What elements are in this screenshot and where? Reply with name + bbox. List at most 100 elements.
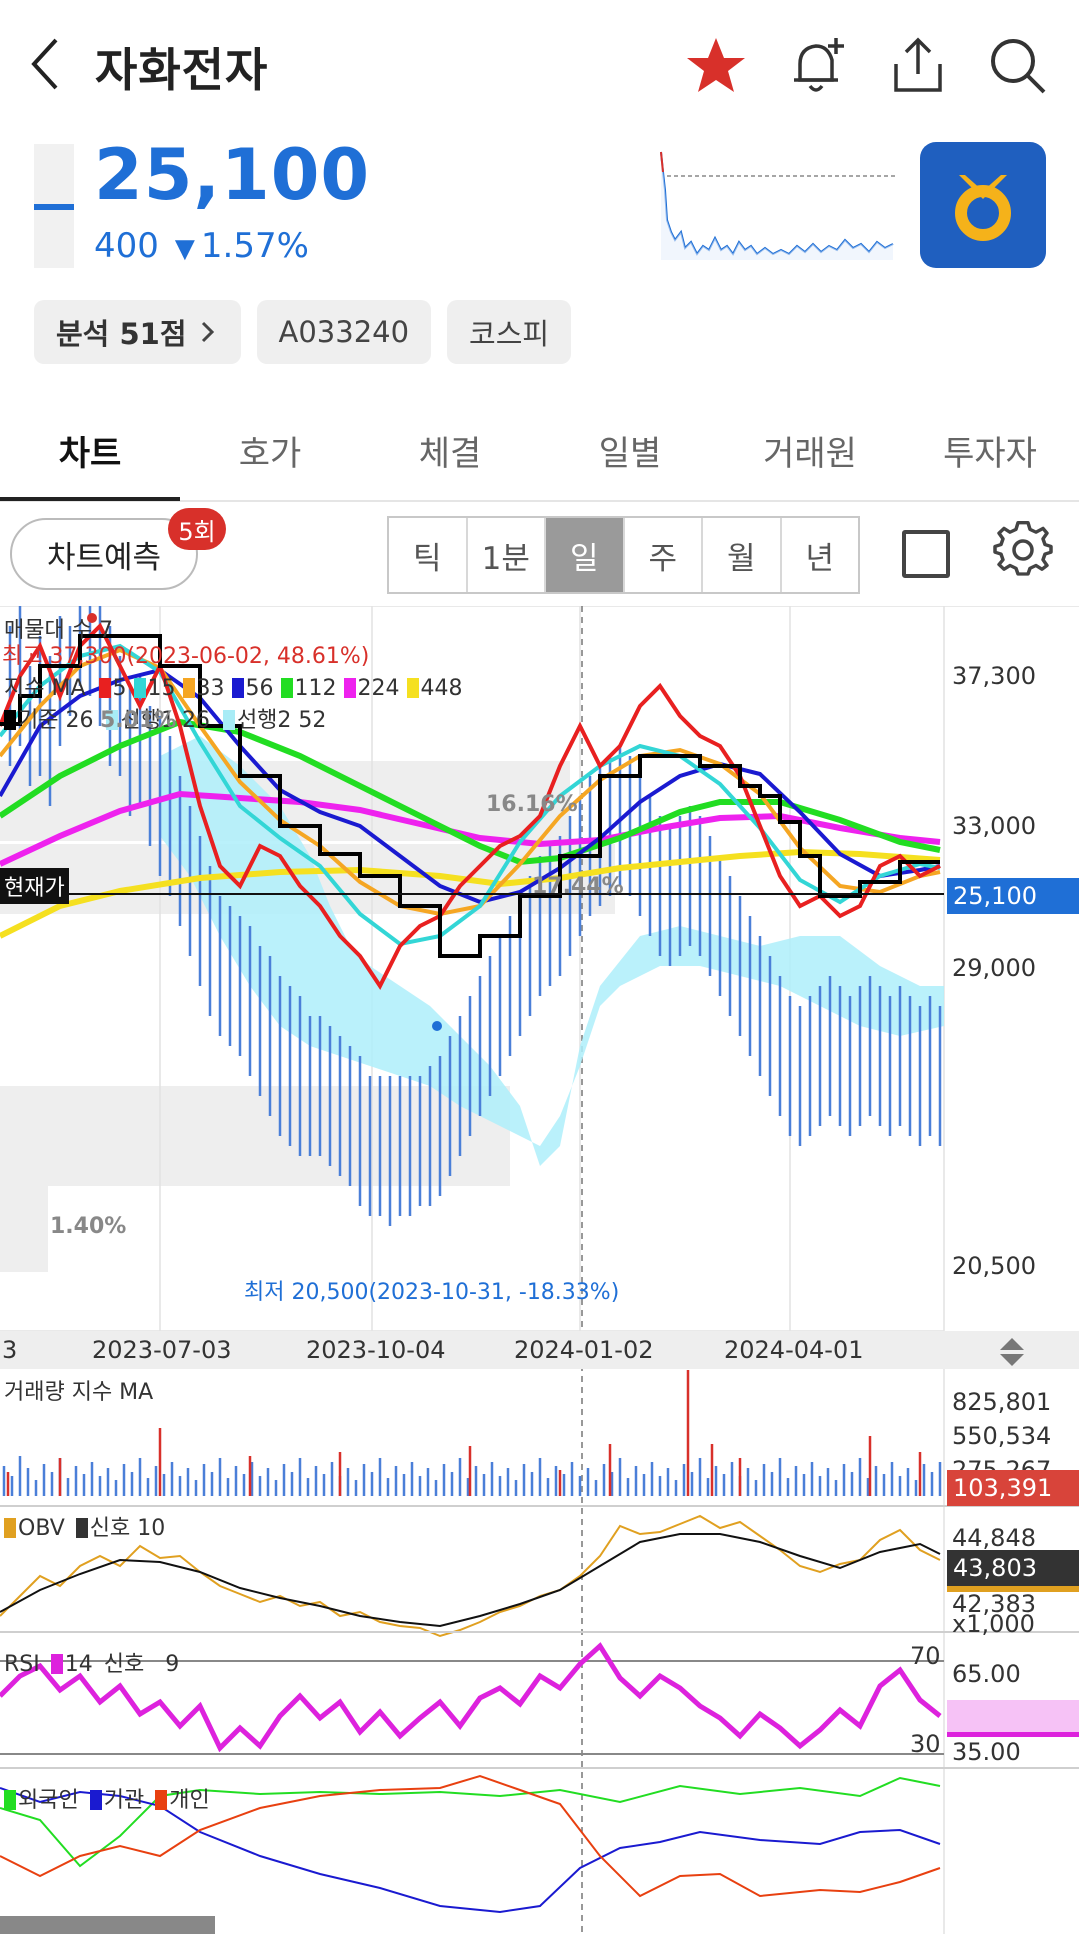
y-tick: 29,000 bbox=[952, 954, 1036, 982]
detail-tabs: 차트 호가 체결 일별 거래원 투자자 bbox=[0, 400, 1079, 502]
stock-name: 자화전자 bbox=[95, 43, 269, 97]
ichimoku-base-line bbox=[0, 634, 940, 958]
obv-signal-label: 신호 10 bbox=[89, 1516, 166, 1541]
period-year[interactable]: 년 bbox=[805, 540, 835, 577]
ichimoku-legend-item: 선행2 52 bbox=[236, 708, 327, 733]
market-chip[interactable]: 코스피 bbox=[447, 300, 572, 364]
volume-current-tag: 103,391 bbox=[947, 1470, 1079, 1506]
chart-predict-button[interactable]: 차트예측 bbox=[10, 518, 198, 590]
stock-tags: 분석 51점 A033240 코스피 bbox=[34, 300, 572, 364]
intraday-sparkline bbox=[660, 151, 895, 260]
period-selector: 틱 1분 일 주 월 년 bbox=[387, 516, 860, 594]
volume-profile-band bbox=[0, 1186, 48, 1272]
rsi-level: 30 bbox=[910, 1730, 941, 1758]
obv-label: OBV bbox=[18, 1516, 65, 1541]
analysis-score-label: 분석 51점 bbox=[56, 317, 187, 351]
y-tick: 44,848 bbox=[952, 1524, 1036, 1552]
chevron-up-icon bbox=[1000, 1338, 1024, 1350]
star-icon[interactable] bbox=[680, 30, 752, 102]
ma-legend-title: 지수 MA bbox=[4, 676, 86, 701]
x-tick: 3 bbox=[2, 1336, 18, 1364]
analysis-score-chip[interactable]: 분석 51점 bbox=[34, 300, 241, 364]
price-change: 400 ▼ 1.57% bbox=[94, 226, 309, 266]
bell-plus-icon[interactable] bbox=[782, 30, 854, 102]
gear-icon[interactable] bbox=[993, 520, 1053, 580]
y-tick: 20,500 bbox=[952, 1252, 1036, 1280]
volume-bars bbox=[2, 1370, 942, 1496]
stock-code-chip: A033240 bbox=[256, 300, 432, 364]
period-day[interactable]: 일 bbox=[546, 518, 625, 592]
x-axis-bar bbox=[0, 1331, 1079, 1369]
obv-legend: OBV 신호 10 bbox=[4, 1510, 165, 1542]
investor-legend: 외국인 기관 개인 bbox=[4, 1782, 210, 1814]
investor-individual-label: 개인 bbox=[169, 1788, 210, 1813]
change-amount: 400 bbox=[94, 226, 159, 266]
current-price-label: 현재가 bbox=[0, 868, 69, 904]
investor-institution-label: 기관 bbox=[103, 1788, 145, 1813]
fullscreen-icon[interactable] bbox=[902, 530, 950, 578]
x-tick: 2024-01-02 bbox=[514, 1336, 654, 1364]
chart-area[interactable]: 매물대 수 7 최고 37,300(2023-06-02, 48.61%) 지수… bbox=[0, 606, 1079, 1934]
back-icon[interactable] bbox=[28, 34, 68, 94]
ma-legend-item: 5 bbox=[112, 676, 127, 701]
top-bar: 자화전자 bbox=[0, 0, 1079, 130]
predict-count-badge: 5회 bbox=[168, 508, 226, 550]
y-tick: 550,534 bbox=[952, 1422, 1052, 1450]
ma-legend-item: 15 bbox=[147, 676, 176, 701]
profile-pct-label: 1.40% bbox=[50, 1214, 127, 1239]
profile-pct-label: 16.16% bbox=[486, 792, 578, 817]
profile-pct-label: 5.01% bbox=[100, 708, 177, 733]
down-arrow-icon: ▼ bbox=[174, 234, 195, 264]
ma-5-line bbox=[0, 622, 941, 990]
ichimoku-legend: 기준 26 선행1 26 선행2 52 bbox=[4, 702, 326, 734]
volume-panel-title: 거래량 지수 MA bbox=[4, 1380, 154, 1405]
y-tick: 33,000 bbox=[952, 812, 1036, 840]
price-level-indicator bbox=[34, 144, 74, 268]
low-price-label: 최저 20,500(2023-10-31, -18.33%) bbox=[244, 1280, 620, 1305]
y-tick: 65.00 bbox=[952, 1660, 1021, 1688]
chart-canvas bbox=[0, 606, 1079, 1934]
rsi-period: 14 bbox=[64, 1652, 93, 1677]
obv-current-tag: 43,803 bbox=[947, 1550, 1079, 1586]
ma-legend: 지수 MA 5 15 33 56 112 224 448 bbox=[4, 670, 463, 702]
tab-chart[interactable]: 차트 bbox=[58, 433, 122, 474]
chevron-down-icon bbox=[1000, 1354, 1024, 1366]
x-tick: 2024-04-01 bbox=[724, 1336, 864, 1364]
rsi-tag-underline bbox=[947, 1732, 1079, 1737]
y-tick: x1,000 bbox=[952, 1610, 1035, 1638]
high-price-label: 최고 37,300(2023-06-02, 48.61%) bbox=[2, 644, 370, 669]
ichimoku-legend-item: 선행1 26 bbox=[120, 708, 210, 733]
scroll-thumb bbox=[0, 1916, 215, 1934]
period-tick[interactable]: 틱 bbox=[389, 518, 468, 592]
rsi-signal-label: 신호 bbox=[103, 1652, 145, 1677]
tab-daily[interactable]: 일별 bbox=[598, 433, 662, 474]
share-icon[interactable] bbox=[882, 30, 954, 102]
y-tick: 42,383 bbox=[952, 1590, 1036, 1618]
active-tab-indicator bbox=[0, 497, 180, 501]
y-tick: 275,267 bbox=[952, 1456, 1052, 1472]
tab-orderbook[interactable]: 호가 bbox=[238, 433, 302, 474]
search-icon[interactable] bbox=[982, 30, 1054, 102]
rsi-current-tag: 43.39 bbox=[947, 1700, 1079, 1736]
ma-legend-item: 224 bbox=[357, 676, 400, 701]
tab-trades[interactable]: 체결 bbox=[418, 433, 482, 474]
period-month[interactable]: 월 bbox=[703, 518, 782, 592]
volume-profile-label: 매물대 수 7 bbox=[4, 618, 113, 643]
x-tick: 2023-07-03 bbox=[92, 1336, 232, 1364]
rsi-level: 70 bbox=[910, 1642, 941, 1670]
obv-tag-underline bbox=[947, 1586, 1079, 1592]
ichimoku-cloud bbox=[160, 736, 944, 1166]
ma-legend-item: 448 bbox=[420, 676, 463, 701]
ichimoku-legend-item: 기준 26 bbox=[18, 708, 94, 733]
tab-broker[interactable]: 거래원 bbox=[763, 433, 857, 474]
y-tick: 37,300 bbox=[952, 662, 1036, 690]
chevron-right-icon bbox=[201, 321, 214, 343]
volume-profile-band bbox=[0, 1086, 510, 1186]
period-1min[interactable]: 1분 bbox=[468, 518, 546, 592]
ma-legend-item: 33 bbox=[196, 676, 225, 701]
high-marker bbox=[87, 613, 97, 623]
tab-investor[interactable]: 투자자 bbox=[943, 433, 1037, 474]
investor-foreign-label: 외국인 bbox=[18, 1788, 79, 1813]
profile-pct-label: 17.44% bbox=[532, 874, 624, 899]
period-week[interactable]: 주 bbox=[625, 518, 703, 592]
